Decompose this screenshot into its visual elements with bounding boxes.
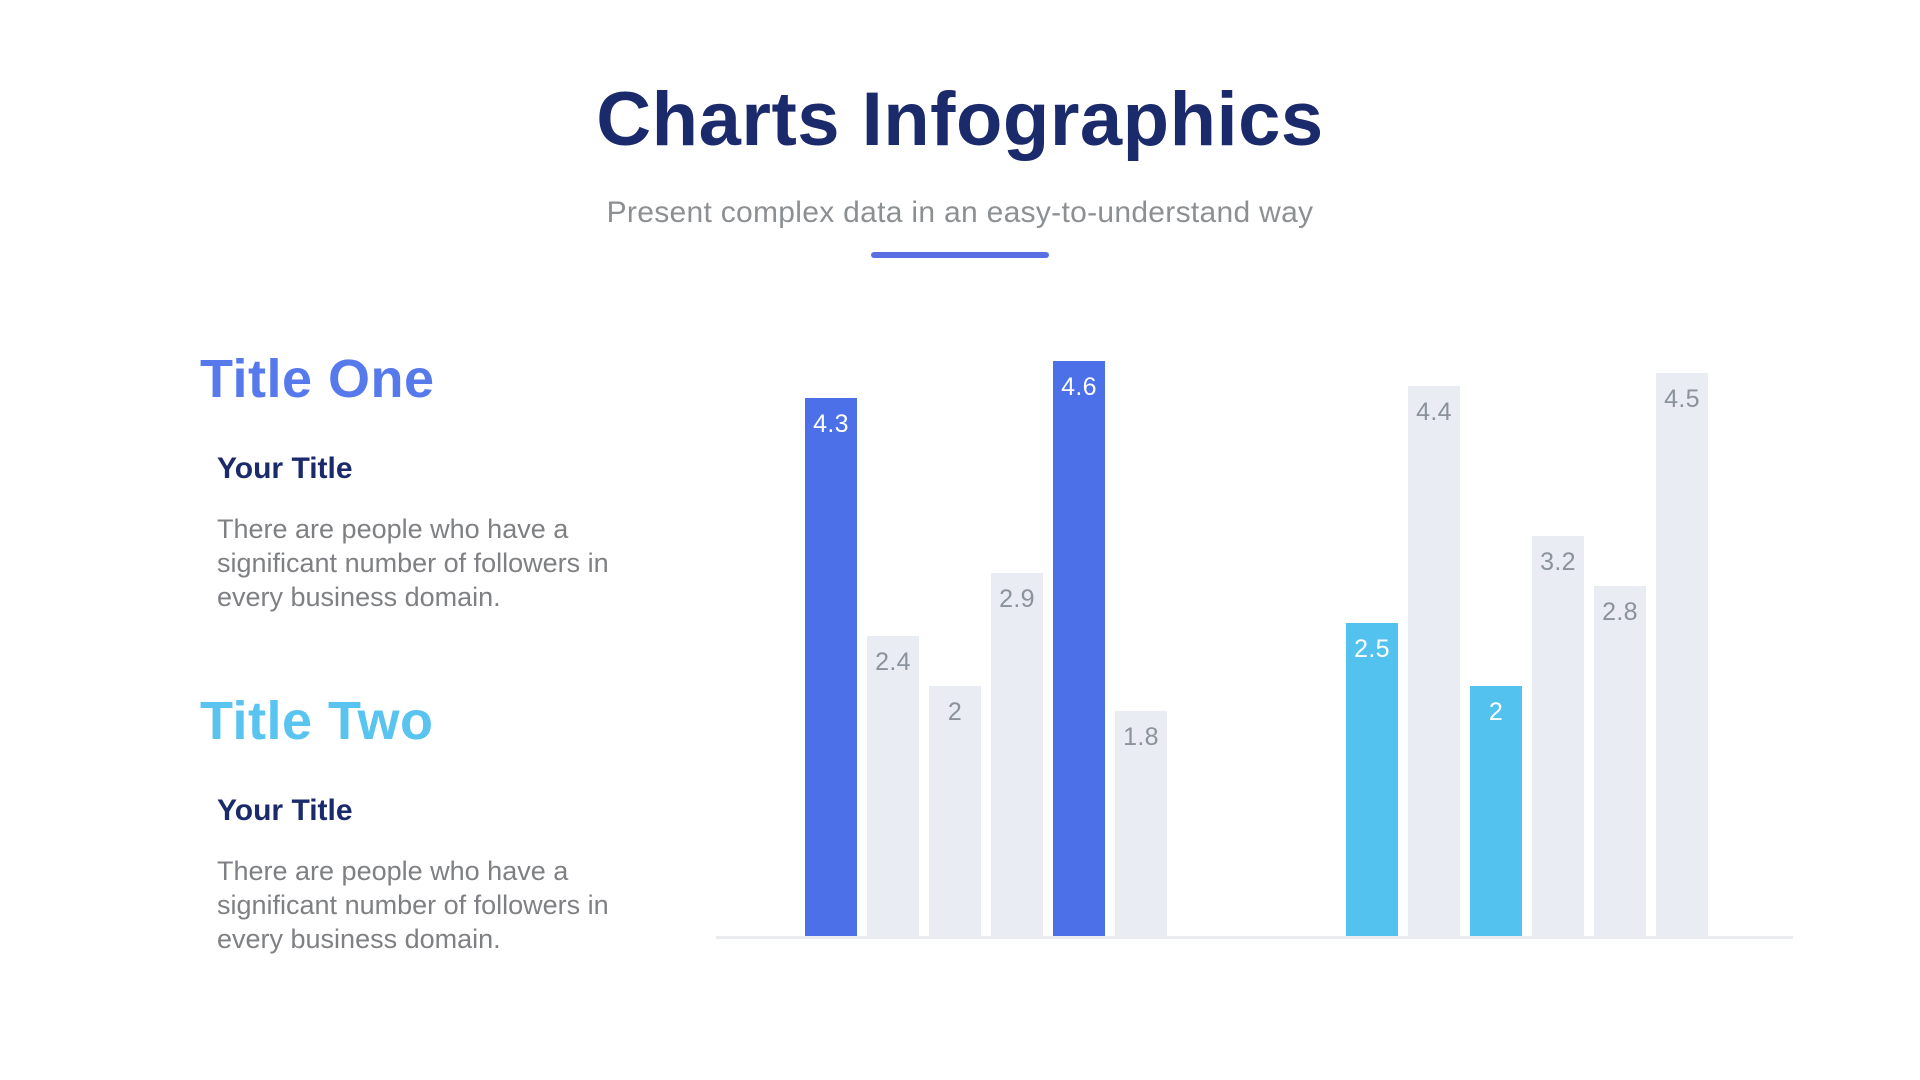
section-two-heading: Your Title [217,794,353,827]
bar: 2.4 [867,636,919,936]
bar-value-label: 2.8 [1602,598,1638,626]
bar: 4.4 [1408,386,1460,936]
bar: 2.8 [1594,586,1646,936]
bar-value-label: 2.5 [1354,635,1390,663]
section-one-body: There are people who have a significant … [217,512,680,614]
bar: 4.5 [1656,373,1708,936]
bar: 3.2 [1532,536,1584,936]
body-line: significant number of followers in [217,548,609,578]
bar-value-label: 2.9 [999,585,1035,613]
slide-subtitle: Present complex data in an easy-to-under… [606,196,1314,229]
bar-chart: 4.3 2.4 2 2.9 4.6 1.8 2.5 4.4 2 3.2 2.8 4.5 [716,350,1793,939]
bar-group-2: 2.5 4.4 2 3.2 2.8 4.5 [1346,373,1708,936]
slide-title: Charts Infographics [596,77,1324,162]
bar-group-1: 4.3 2.4 2 2.9 4.6 1.8 [805,361,1167,936]
bar-value-label: 4.4 [1416,398,1452,426]
bar-value-label: 1.8 [1123,723,1159,751]
body-line: There are people who have a [217,514,569,544]
x-axis-line [716,936,1793,939]
bar: 2.9 [991,573,1043,936]
bar: 4.6 [1053,361,1105,936]
title-underline-bar [871,252,1049,258]
body-line: every business domain. [217,582,501,612]
section-two-body: There are people who have a significant … [217,854,680,956]
bar: 4.3 [805,398,857,936]
section-one: Title One Your Title There are people wh… [200,352,680,614]
section-one-heading: Your Title [217,452,353,485]
bar-value-label: 4.6 [1061,373,1097,401]
body-line: significant number of followers in [217,890,609,920]
bar-value-label: 2 [947,698,963,726]
bar-value-label: 4.3 [813,410,849,438]
body-line: every business domain. [217,924,501,954]
bar-value-label: 3.2 [1540,548,1576,576]
bar-value-label: 2 [1488,698,1504,726]
section-two: Title Two Your Title There are people wh… [200,694,680,956]
bar-value-label: 4.5 [1664,385,1700,413]
bar: 2.5 [1346,623,1398,936]
bar: 2 [1470,686,1522,936]
section-one-title: Title One [200,349,435,409]
bar: 2 [929,686,981,936]
body-line: There are people who have a [217,856,569,886]
bar-value-label: 2.4 [875,648,911,676]
section-two-title: Title Two [200,691,434,751]
bar: 1.8 [1115,711,1167,936]
